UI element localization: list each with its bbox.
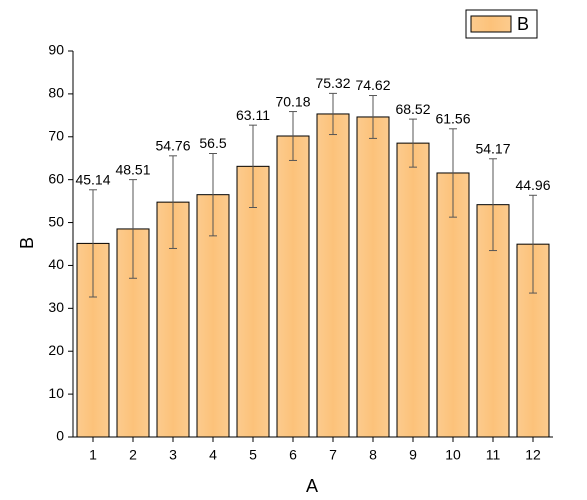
- x-tick-label: 11: [486, 447, 501, 463]
- data-label: 56.5: [199, 135, 226, 151]
- x-tick-label: 6: [289, 447, 297, 463]
- legend-swatch: [470, 15, 512, 33]
- x-tick-label: 8: [369, 447, 377, 463]
- data-label: 44.96: [515, 177, 550, 193]
- data-label: 68.52: [395, 101, 430, 117]
- data-label: 63.11: [236, 107, 270, 123]
- x-tick-label: 2: [129, 447, 137, 463]
- bar: [316, 113, 350, 438]
- error-bar: [89, 189, 97, 298]
- data-label: 54.76: [155, 138, 190, 154]
- legend-label: B: [517, 14, 529, 34]
- x-axis-label: A: [306, 476, 318, 496]
- x-tick-label: 1: [89, 447, 97, 463]
- y-tick-label: 60: [48, 170, 64, 186]
- x-tick-label: 7: [329, 447, 337, 463]
- x-tick-label: 9: [409, 447, 417, 463]
- y-tick-label: 20: [48, 342, 64, 358]
- y-tick-label: 0: [56, 428, 64, 444]
- y-tick-label: 40: [48, 256, 64, 272]
- error-bar: [409, 118, 417, 168]
- error-bar: [529, 194, 537, 294]
- bar: [236, 165, 270, 438]
- bar: [356, 116, 390, 438]
- y-axis-label: B: [17, 237, 37, 249]
- data-label: 45.14: [75, 171, 110, 187]
- bar: [396, 142, 430, 438]
- x-tick-label: 4: [209, 447, 217, 463]
- data-label: 74.62: [355, 77, 390, 93]
- y-tick-label: 30: [48, 299, 64, 315]
- x-tick-label: 3: [169, 447, 177, 463]
- error-bar: [329, 92, 337, 136]
- data-label: 54.17: [475, 140, 510, 156]
- error-bar: [489, 158, 497, 252]
- error-bar: [209, 153, 217, 237]
- y-tick-label: 80: [48, 85, 64, 101]
- x-tick-label: 12: [525, 447, 541, 463]
- y-tick-label: 50: [48, 213, 64, 229]
- error-bar: [369, 95, 377, 139]
- y-tick-label: 90: [48, 42, 64, 58]
- error-bar: [449, 128, 457, 218]
- y-tick-label: 70: [48, 127, 64, 143]
- error-bar: [129, 179, 137, 279]
- error-bar: [289, 111, 297, 161]
- data-label: 75.32: [315, 75, 350, 91]
- data-label: 48.51: [115, 161, 150, 177]
- x-tick-label: 10: [445, 447, 461, 463]
- error-bar: [249, 124, 257, 209]
- data-label: 61.56: [435, 111, 470, 127]
- x-tick-label: 5: [249, 447, 257, 463]
- bar: [276, 135, 310, 438]
- data-label: 70.18: [275, 93, 310, 109]
- error-bar: [169, 155, 177, 249]
- y-tick-label: 10: [48, 385, 64, 401]
